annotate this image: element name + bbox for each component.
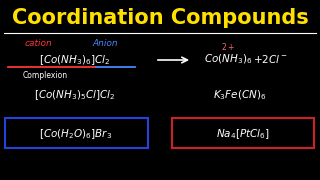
Text: $2+$: $2+$ bbox=[221, 42, 235, 53]
Text: $[Co(H_2O)_6]Br_3$: $[Co(H_2O)_6]Br_3$ bbox=[39, 127, 113, 141]
Text: Coordination Compounds: Coordination Compounds bbox=[12, 8, 308, 28]
Text: $[Co(NH_3)_5Cl]Cl_2$: $[Co(NH_3)_5Cl]Cl_2$ bbox=[34, 88, 116, 102]
Text: Anion: Anion bbox=[92, 39, 118, 48]
Text: cation: cation bbox=[24, 39, 52, 48]
Bar bbox=[172, 118, 314, 148]
Text: $[Co(NH_3)_6]Cl_2$: $[Co(NH_3)_6]Cl_2$ bbox=[39, 53, 111, 67]
Text: $+ 2Cl^-$: $+ 2Cl^-$ bbox=[252, 53, 287, 65]
Text: $Na_4[PtCl_6]$: $Na_4[PtCl_6]$ bbox=[216, 127, 270, 141]
Text: $Co(NH_3)_6$: $Co(NH_3)_6$ bbox=[204, 52, 252, 66]
Text: $K_3Fe(CN)_6$: $K_3Fe(CN)_6$ bbox=[213, 88, 267, 102]
Text: Complexion: Complexion bbox=[22, 71, 68, 80]
Bar bbox=[5, 118, 148, 148]
